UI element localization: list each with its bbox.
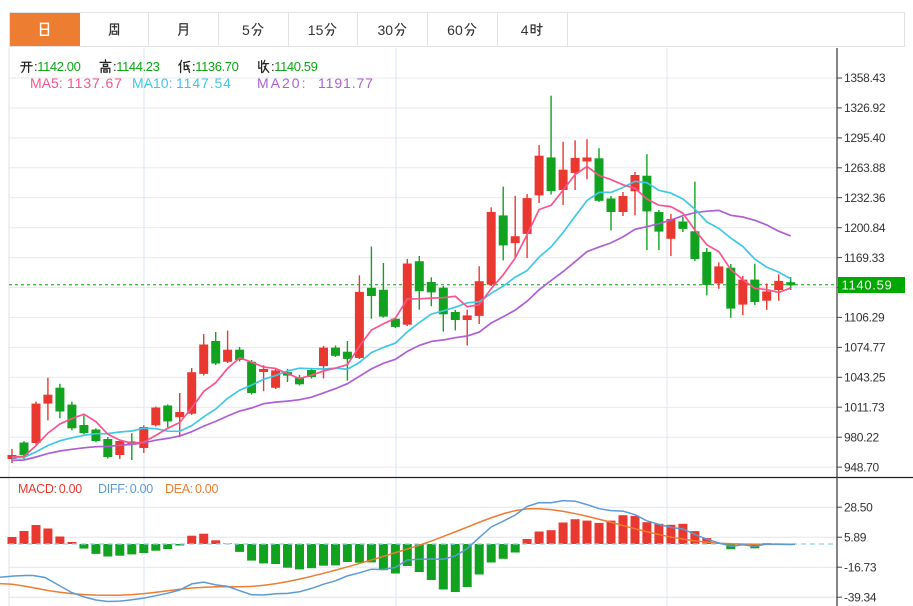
svg-text:1358.43: 1358.43 [844, 71, 886, 85]
svg-text:1200.84: 1200.84 [844, 221, 886, 235]
svg-text:980.22: 980.22 [844, 430, 880, 444]
svg-text:28.50: 28.50 [844, 500, 873, 514]
svg-text:1140.59: 1140.59 [842, 278, 893, 293]
svg-text:5.89: 5.89 [844, 530, 867, 544]
svg-text:1232.36: 1232.36 [844, 191, 886, 205]
svg-text:-39.34: -39.34 [844, 590, 877, 604]
svg-text:1295.40: 1295.40 [844, 131, 886, 145]
svg-text:1074.77: 1074.77 [844, 341, 886, 355]
svg-text:1326.92: 1326.92 [844, 101, 886, 115]
svg-text:1011.73: 1011.73 [844, 400, 885, 414]
svg-text:948.70: 948.70 [844, 460, 880, 474]
svg-text:1169.33: 1169.33 [844, 251, 885, 265]
svg-text:-16.73: -16.73 [844, 560, 877, 574]
svg-text:1263.88: 1263.88 [844, 161, 886, 175]
svg-text:1106.29: 1106.29 [844, 311, 885, 325]
svg-text:1043.25: 1043.25 [844, 371, 886, 385]
